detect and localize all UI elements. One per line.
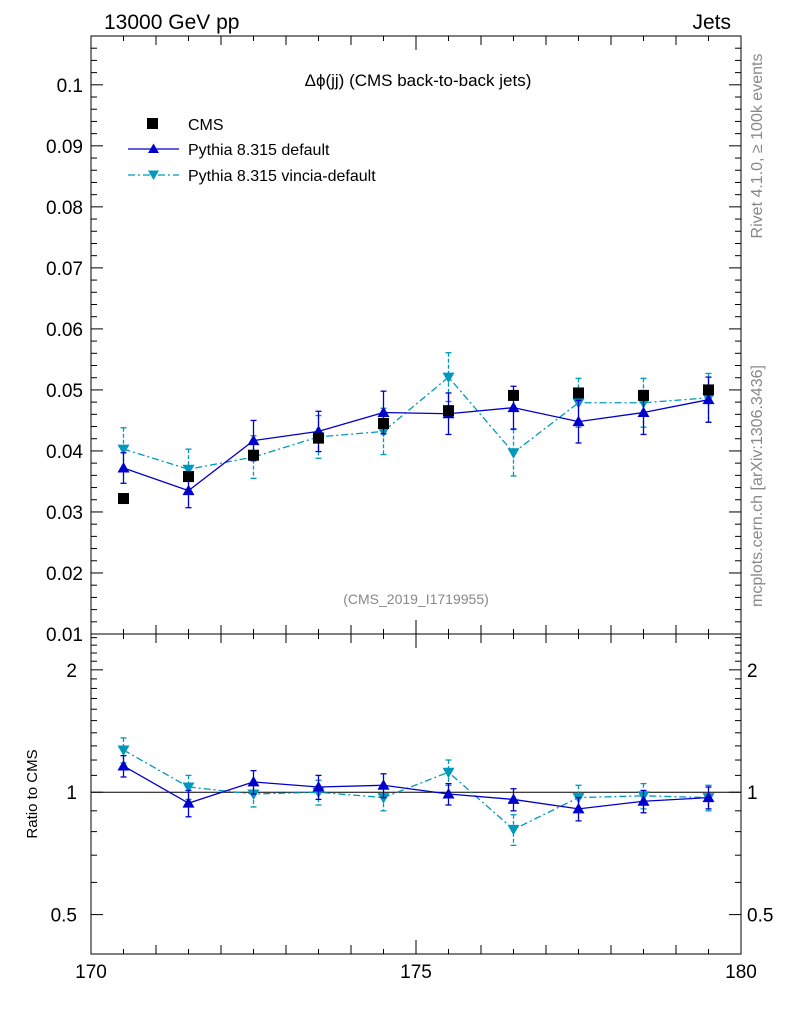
main-series-layer	[117, 352, 715, 509]
pythia-default-point	[247, 434, 260, 446]
pythia-default-point	[117, 462, 130, 473]
ratio-y-tick-label: 1	[747, 783, 758, 804]
cms-point	[443, 405, 454, 417]
ratio-pythia-default-point	[312, 780, 325, 792]
cms-point	[703, 384, 714, 396]
vincia-point	[442, 372, 455, 384]
legend-cms-marker	[147, 118, 158, 129]
pythia-default-point	[702, 393, 715, 405]
main-x-axis	[90, 36, 742, 634]
vincia-point	[117, 444, 130, 456]
legend-cms-label: CMS	[188, 117, 224, 134]
y-tick-label: 0.03	[46, 503, 83, 524]
cms-point	[638, 389, 649, 401]
analysis-tag: (CMS_2019_I1719955)	[343, 591, 489, 607]
ratio-pythia-default-point	[572, 802, 585, 814]
header-right: Jets	[692, 11, 731, 34]
ratio-vincia-point	[377, 793, 390, 804]
ratio-panel: 0.5 0.5 1 1 2 2 170 175 180 Ratio to CMS	[24, 633, 773, 983]
y-tick-label: 0.04	[46, 442, 83, 463]
pythia-default-point	[637, 406, 650, 417]
vincia-point	[182, 464, 195, 476]
ratio-y-axis: 0.5 0.5 1 1 2 2	[51, 637, 773, 927]
x-tick-label: 180	[725, 962, 757, 983]
y-tick-label: 0.08	[46, 198, 83, 219]
y-tick-label: 0.01	[46, 625, 83, 646]
ratio-pythia-default-point	[702, 791, 715, 803]
cms-point	[248, 449, 259, 461]
ratio-pythia-default-line	[123, 765, 709, 810]
ratio-pythia-default-point	[377, 779, 390, 790]
ratio-x-axis: 170 175 180	[75, 634, 757, 983]
y-tick-label: 0.06	[46, 320, 83, 341]
pythia-default-point	[182, 484, 195, 496]
ratio-vincia-point	[442, 767, 455, 779]
ratio-pythia-default-point	[507, 793, 520, 804]
main-y-axis: 0.01 0.02 0.03 0.04 0.05 0.06 0.07 0.08 0.09 0.1	[46, 47, 741, 646]
cms-point	[508, 389, 519, 401]
ratio-vincia-point	[182, 782, 195, 793]
pythia-default-point	[572, 415, 585, 427]
ratio-pythia-default-point	[442, 787, 455, 799]
y-tick-label: 0.09	[46, 137, 83, 158]
cms-point	[573, 387, 584, 399]
ratio-y-tick-label: 1	[66, 783, 77, 804]
ratio-vincia-point	[507, 824, 520, 836]
vincia-point	[507, 448, 520, 459]
legend-vincia-label: Pythia 8.315 vincia-default	[188, 168, 376, 185]
source-label: mcplots.cern.ch [arXiv:1306.3436]	[749, 365, 766, 607]
cms-point	[118, 493, 129, 505]
legend-pythia-default-marker	[148, 143, 159, 153]
plot-title: Δϕ(jj) (CMS back-to-back jets)	[305, 71, 532, 90]
ratio-pythia-default-point	[247, 775, 260, 787]
y-tick-label: 0.05	[46, 381, 83, 402]
ratio-vincia-line	[123, 749, 709, 831]
ratio-vincia-point	[247, 789, 260, 800]
cms-point	[183, 471, 194, 483]
ratio-y-tick-label: 0.5	[747, 906, 773, 927]
x-tick-label: 170	[75, 962, 107, 983]
ratio-series-layer	[117, 737, 715, 847]
x-tick-label: 175	[400, 962, 432, 983]
main-panel: 0.010.020.030.040.050.060.070.080.090.1 …	[46, 35, 742, 646]
ratio-y-axis-label: Ratio to CMS	[24, 749, 41, 838]
ratio-y-tick-label: 0.5	[51, 906, 77, 927]
ratio-vincia-point	[117, 745, 130, 757]
ratio-y-tick-label: 2	[747, 661, 758, 682]
ratio-pythia-default-point	[117, 760, 130, 771]
ratio-pythia-default-point	[182, 797, 195, 808]
header-left: 13000 GeV pp	[104, 11, 239, 34]
cms-point	[313, 432, 324, 444]
legend-vincia-marker	[148, 170, 159, 180]
y-tick-label: 0.1	[57, 76, 83, 97]
rivet-version-label: Rivet 4.1.0, ≥ 100k events	[749, 54, 766, 239]
ratio-y-tick-label: 2	[66, 661, 77, 682]
pythia-default-point	[507, 401, 520, 413]
legend-pythia-default-label: Pythia 8.315 default	[188, 142, 330, 159]
pythia-default-line	[123, 399, 709, 492]
y-tick-label: 0.07	[46, 259, 83, 280]
legend: CMS Pythia 8.315 default Pythia 8.315 vi…	[128, 117, 376, 185]
ratio-pythia-default-point	[637, 795, 650, 806]
vincia-line	[123, 376, 709, 470]
pythia-default-point	[377, 406, 390, 417]
y-tick-label: 0.02	[46, 564, 83, 585]
cms-point	[378, 417, 389, 429]
